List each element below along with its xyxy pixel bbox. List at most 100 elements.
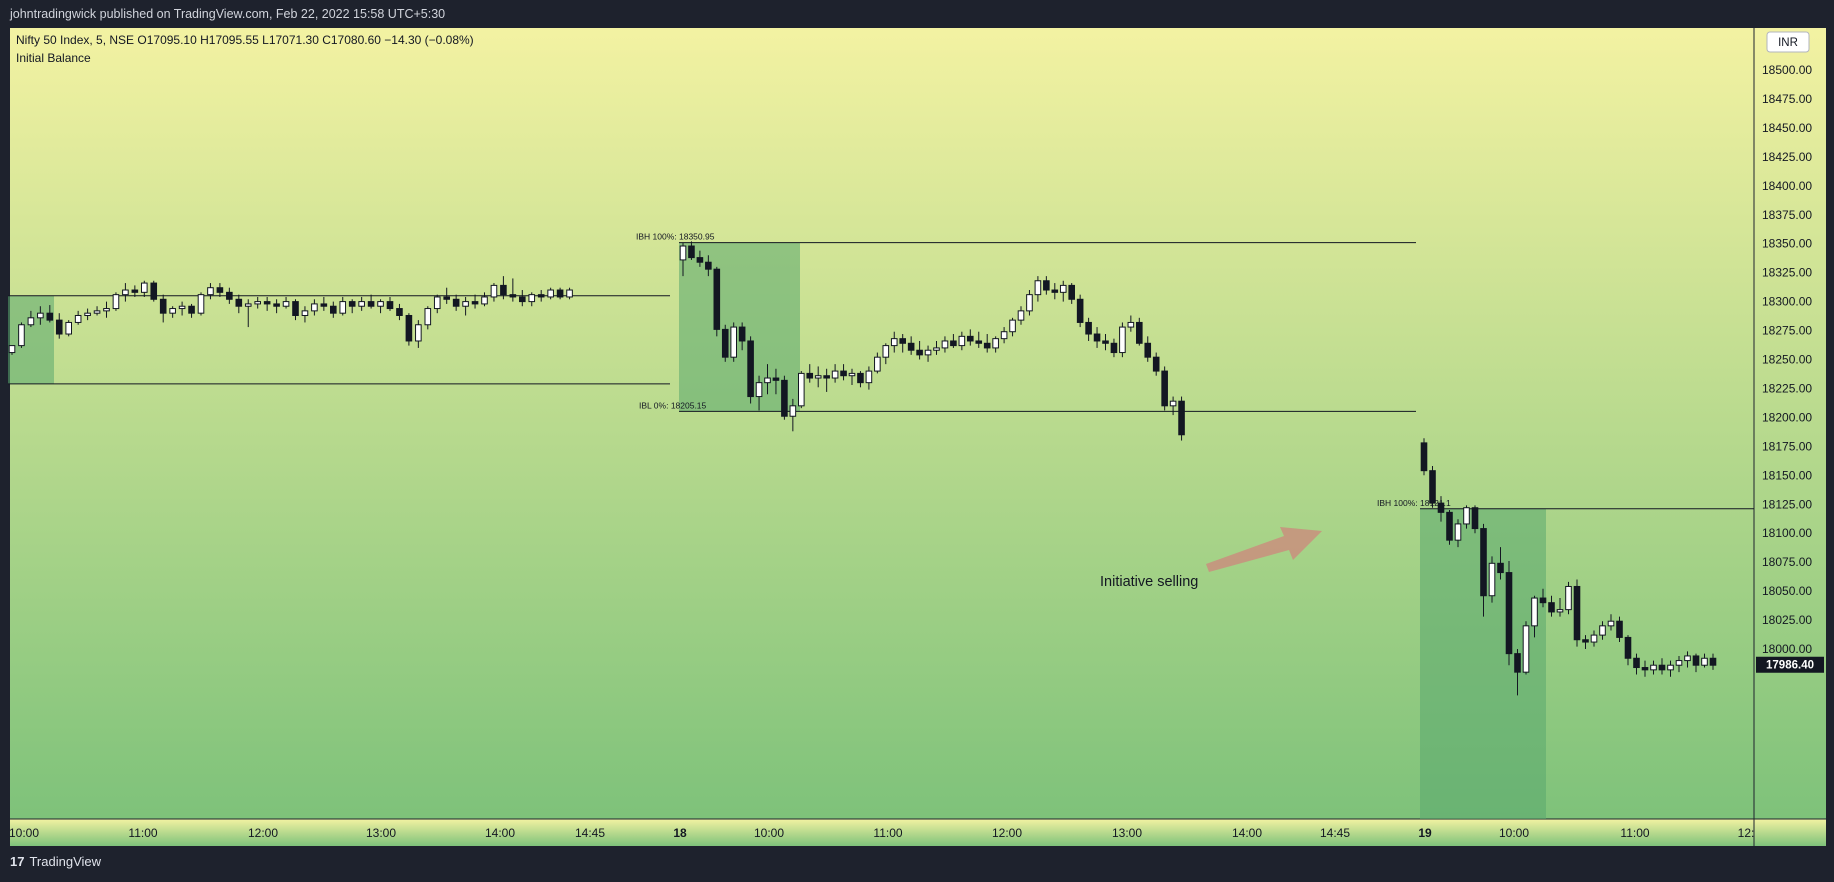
candle-body-up — [481, 296, 488, 305]
candle-day-19-5 — [1463, 505, 1470, 529]
candle-body-down — [292, 301, 299, 316]
candle-day-19-6 — [1471, 505, 1479, 534]
candle-body-up — [1531, 597, 1538, 627]
candle-day-18-4 — [713, 266, 721, 337]
candle-body-down — [1068, 284, 1076, 300]
candle-day-19-12 — [1522, 621, 1530, 675]
price-tick-label-19: 18025.00 — [1762, 613, 1812, 627]
candle-body-up — [37, 312, 44, 319]
candle-body-up — [141, 282, 148, 293]
candle-body-up — [178, 305, 186, 310]
candle-day-18-9 — [755, 375, 763, 411]
candle-day-18-33 — [958, 331, 966, 351]
candle-day-19-26 — [1641, 660, 1649, 677]
candle-body-down — [556, 289, 564, 298]
currency-button-frame[interactable] — [1766, 31, 1810, 53]
candle-body-down — [840, 370, 847, 377]
candle-body-up — [890, 338, 898, 347]
candle-day-18-11 — [772, 368, 780, 395]
candle-day-19-31 — [1684, 651, 1691, 668]
annotation-text: Initiative selling — [1100, 574, 1198, 590]
candle-body-up — [433, 296, 441, 310]
candle-body-down — [348, 301, 356, 307]
tradingview-brand[interactable]: 17 TradingView — [10, 854, 101, 869]
candle-day-17-2 — [27, 310, 35, 328]
candle-day-18-43 — [1043, 276, 1050, 295]
candle-day-17-46 — [443, 287, 450, 304]
candle-body-down — [1624, 636, 1632, 659]
chart-area[interactable]: 18500.00 18475.00 18450.00 18425.00 18400.00… — [0, 28, 1834, 846]
candle-day-18-19 — [840, 364, 847, 381]
candle-day-17-9 — [93, 306, 101, 316]
candle-body-up — [254, 301, 261, 305]
candle-day-17-41 — [396, 303, 403, 321]
publish-header: johntradingwick published on TradingView… — [0, 0, 1834, 28]
last-price-marker: 17986.40 — [1756, 656, 1824, 673]
candle-body-up — [958, 335, 966, 347]
candle-body-down — [320, 303, 328, 307]
candle-day-18-45 — [1059, 280, 1067, 302]
last-price-value: 17986.40 — [1766, 660, 1814, 672]
candle-day-18-50 — [1102, 334, 1109, 351]
candle-day-18-14 — [798, 371, 805, 409]
candle-body-up — [848, 372, 856, 377]
annotations: Initiative selling — [1100, 527, 1322, 590]
candle-day-18-59 — [1178, 396, 1185, 441]
candle-body-up — [1034, 280, 1042, 296]
candle-day-19-8 — [1488, 556, 1496, 603]
candle-body-up — [1590, 634, 1598, 643]
candle-day-18-8 — [747, 336, 754, 404]
candle-body-down — [1471, 507, 1479, 530]
candle-body-up — [798, 372, 805, 407]
candle-day-17-45 — [433, 294, 441, 314]
candle-body-down — [1093, 333, 1101, 342]
price-tick-label-16: 18100.00 — [1762, 526, 1812, 540]
candle-body-up — [301, 310, 309, 316]
candle-day-18-7 — [738, 322, 746, 351]
candle-body-down — [1573, 585, 1581, 641]
legend-symbol-line: Nifty 50 Index, 5, NSE O17095.10 H17095.… — [16, 33, 474, 47]
time-tick-label-9: 12:00 — [992, 826, 1022, 840]
candle-day-18-20 — [848, 368, 856, 385]
candle-day-19-28 — [1658, 658, 1666, 675]
candle-day-19-7 — [1480, 523, 1487, 617]
ib-box-day-17 — [8, 295, 54, 384]
candle-day-17-4 — [46, 305, 54, 323]
candle-body-down — [1152, 356, 1160, 372]
price-tick-label-0: 18500.00 — [1762, 63, 1812, 77]
candle-day-18-10 — [764, 364, 771, 395]
candle-day-18-37 — [992, 336, 999, 353]
time-tick-label-4: 14:00 — [485, 826, 515, 840]
candle-body-down — [857, 372, 864, 384]
candle-body-down — [452, 298, 460, 307]
candle-body-down — [983, 342, 991, 349]
candle-day-18-40 — [1017, 306, 1025, 325]
candle-body-up — [1009, 319, 1016, 333]
candle-body-down — [1709, 657, 1717, 666]
candle-body-up — [1169, 400, 1177, 407]
candle-body-up — [197, 294, 205, 314]
candle-body-down — [1178, 400, 1185, 436]
candle-day-17-33 — [320, 296, 328, 311]
candle-day-18-44 — [1051, 283, 1059, 300]
currency-button-label[interactable]: INR — [1778, 37, 1798, 49]
candle-day-17-18 — [178, 301, 186, 316]
candle-day-17-30 — [292, 299, 299, 321]
candle-body-down — [1514, 653, 1521, 673]
candle-body-up — [311, 303, 318, 312]
candle-body-up — [74, 314, 82, 323]
currency-button[interactable]: INR — [1766, 31, 1810, 53]
candle-body-down — [1692, 655, 1700, 666]
price-tick-label-4: 18400.00 — [1762, 179, 1812, 193]
candle-day-17-15 — [150, 280, 158, 302]
candle-body-down — [705, 261, 712, 270]
price-tick-label-7: 18325.00 — [1762, 266, 1812, 280]
candle-body-down — [806, 372, 814, 379]
candle-body-down — [950, 340, 957, 347]
candle-day-19-14 — [1539, 588, 1547, 608]
candle-day-18-1 — [688, 241, 695, 260]
candle-body-up — [924, 349, 932, 356]
candle-body-up — [865, 370, 873, 384]
candle-body-down — [688, 245, 695, 259]
chart-svg[interactable]: 18500.00 18475.00 18450.00 18425.00 18400.00… — [0, 28, 1834, 846]
